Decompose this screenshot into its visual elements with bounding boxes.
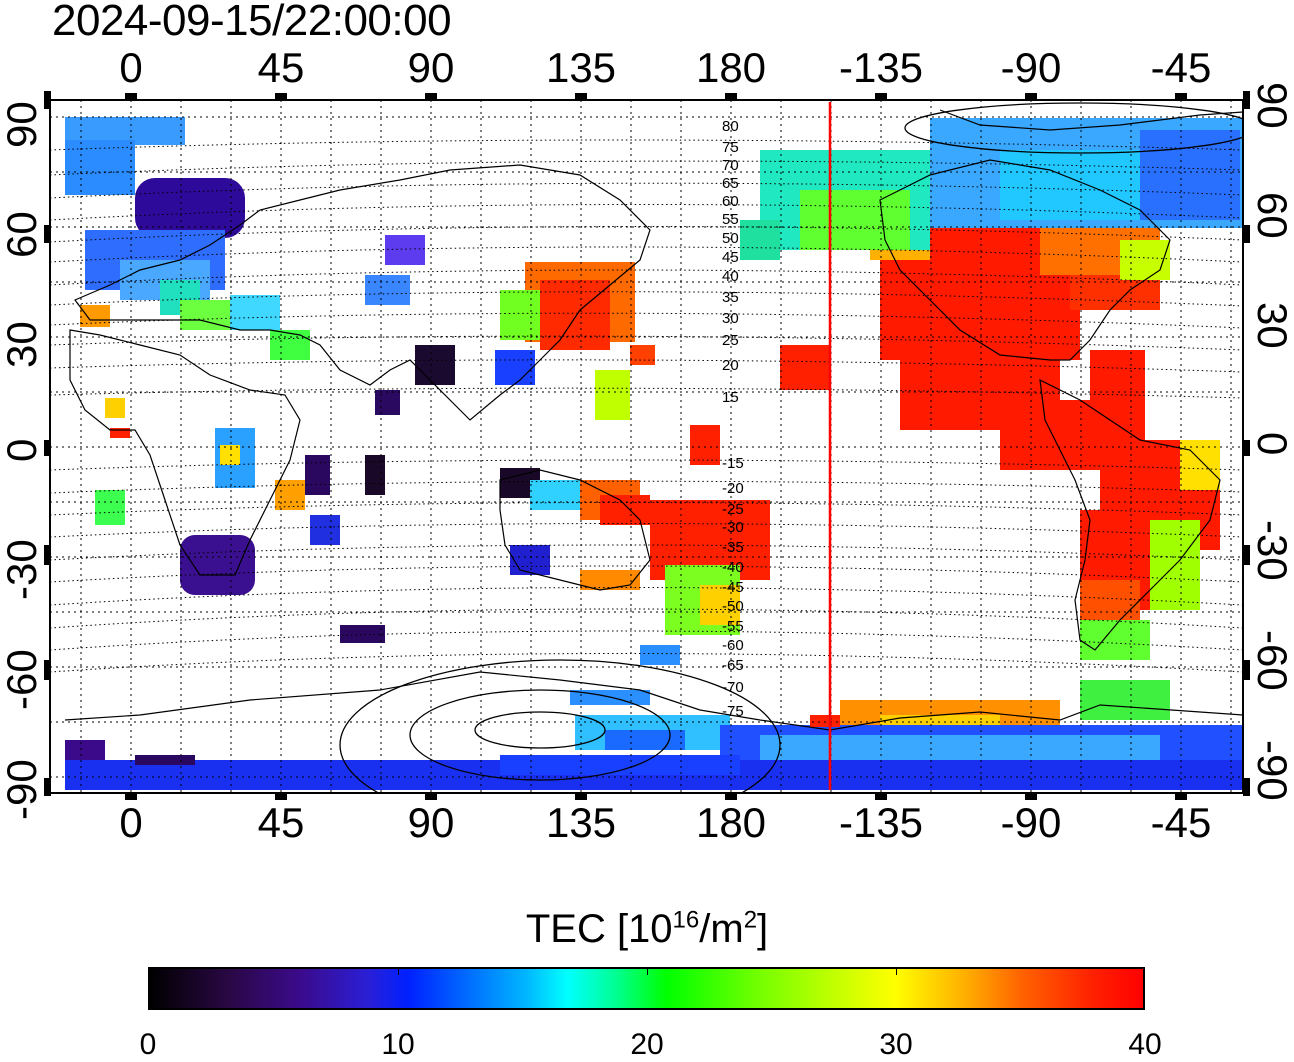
contour-label: -55 [722, 618, 744, 635]
contour-label: -50 [722, 598, 744, 615]
contour-label: 55 [722, 211, 739, 228]
coastlines [64, 109, 1243, 731]
contour-label: -45 [722, 579, 744, 596]
contour-label: 45 [722, 249, 739, 266]
top-lon-label: 0 [119, 44, 143, 91]
contour-label: -70 [722, 679, 744, 696]
colorbar-tick-label: 20 [630, 1028, 664, 1061]
contour-label: -25 [722, 501, 744, 518]
polar-contours [339, 102, 1243, 793]
colorbar-tick-label: 30 [879, 1028, 913, 1061]
bottom-lon-label: 0 [119, 799, 143, 846]
axis-ticks [44, 91, 1250, 800]
bottom-lon-label: 45 [257, 799, 305, 846]
colorbar-tick-label: 10 [381, 1028, 415, 1061]
top-lon-label: 135 [545, 44, 617, 91]
contour-label: -30 [722, 519, 744, 536]
top-lon-label: -135 [838, 44, 924, 91]
colorbar [148, 967, 1145, 1010]
contour-label: -60 [722, 637, 744, 654]
top-lon-label: 180 [695, 44, 767, 91]
contour-label: 35 [722, 289, 739, 306]
timestamp: 2024-09-15/22:00:00 [52, 0, 452, 45]
colorbar-tick-mark [398, 967, 399, 975]
colorbar-title: TEC [1016/m2] [0, 906, 1294, 952]
contour-label: -65 [722, 657, 744, 674]
tec-data-patches [65, 117, 1243, 790]
colorbar-title-exp1: 16 [672, 906, 700, 934]
contour-label: -15 [722, 455, 744, 472]
contour-label: -35 [722, 539, 744, 556]
contour-label: 15 [722, 389, 739, 406]
top-lon-label: 45 [257, 44, 305, 91]
contour-label: 75 [722, 139, 739, 156]
contour-label: 65 [722, 175, 739, 192]
bottom-lon-label: -90 [1000, 799, 1062, 846]
colorbar-tick-mark [896, 967, 897, 975]
bottom-lon-label: -45 [1150, 799, 1212, 846]
contour-labels: 80 75 70 65 60 55 50 45 40 35 30 25 20 1… [722, 118, 744, 720]
contour-label: 30 [722, 310, 739, 327]
colorbar-tick-mark [647, 967, 648, 975]
contour-label: 25 [722, 332, 739, 349]
contour-label: -75 [722, 703, 744, 720]
colorbar-title-prefix: TEC [10 [525, 907, 673, 951]
top-lon-label: 90 [407, 44, 455, 91]
contour-label: 20 [722, 357, 739, 374]
top-lon-label: -45 [1150, 44, 1212, 91]
contour-label: 80 [722, 118, 739, 135]
bottom-lon-label: 90 [407, 799, 455, 846]
bottom-lon-label: -135 [838, 799, 924, 846]
top-lon-label: -90 [1000, 44, 1062, 91]
contour-label: 40 [722, 268, 739, 285]
colorbar-tick-label: 0 [139, 1028, 157, 1061]
tec-map: 80 75 70 65 60 55 50 45 40 35 30 25 20 1… [44, 91, 1250, 800]
colorbar-title-mid: /m [699, 907, 744, 951]
contour-label: 60 [722, 193, 739, 210]
bottom-lon-label: 180 [695, 799, 767, 846]
lat-lon-grid [50, 100, 1243, 793]
contour-label: -20 [722, 480, 744, 497]
bottom-lon-label: 135 [545, 799, 617, 846]
colorbar-tick-label: 40 [1128, 1028, 1162, 1061]
contour-label: 70 [722, 157, 739, 174]
contour-label: -40 [722, 559, 744, 576]
contour-label: 50 [722, 230, 739, 247]
colorbar-title-suffix: ] [757, 907, 769, 951]
colorbar-title-exp2: 2 [743, 906, 758, 934]
